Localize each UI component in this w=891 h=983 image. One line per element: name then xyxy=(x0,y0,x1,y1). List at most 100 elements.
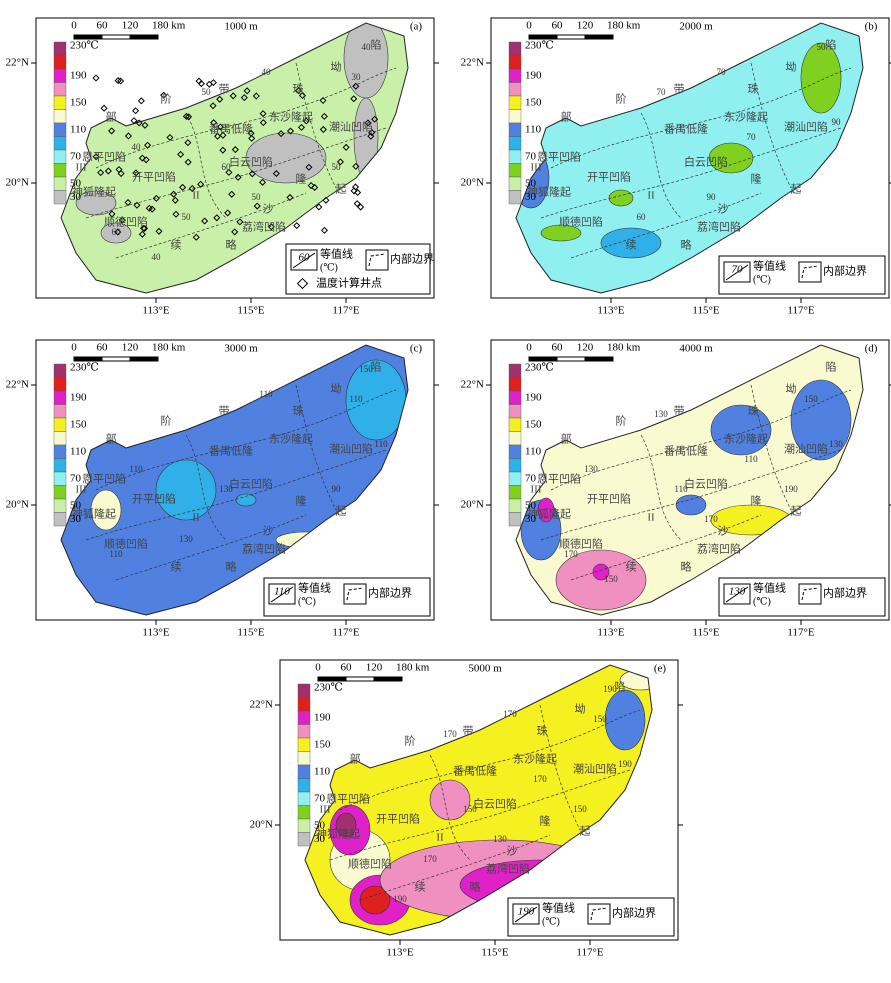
legend-swatch xyxy=(53,444,67,459)
boundary-sample-box xyxy=(798,583,822,605)
contour-label: 50 xyxy=(817,42,827,52)
well-marker xyxy=(209,102,217,110)
legend-label: 190 xyxy=(525,392,542,404)
region-label: 恩平凹陷 xyxy=(537,150,581,164)
region-label: 坳 xyxy=(575,702,586,716)
region-label: 珠 xyxy=(748,82,759,96)
well-marker xyxy=(248,134,256,142)
legend-label: 190 xyxy=(70,392,87,404)
well-marker xyxy=(92,153,100,161)
contour-label: 50 xyxy=(252,192,262,202)
region-label: 潮汕凹陷 xyxy=(784,442,828,456)
legend-swatch xyxy=(508,458,522,473)
scale-label: 180 km xyxy=(152,342,186,354)
region-label: 神狐隆起 xyxy=(527,507,571,521)
boundary-legend: 内部边界 xyxy=(390,252,434,266)
legend-swatch xyxy=(53,404,67,419)
legend-swatch xyxy=(53,163,67,178)
contour-label: 90 xyxy=(332,484,342,494)
internal-boundary xyxy=(295,62,337,189)
legend-label: 190 xyxy=(314,712,331,724)
internal-boundary xyxy=(85,449,387,541)
contour-label: 60 xyxy=(112,227,122,237)
legend-swatch xyxy=(508,404,522,419)
lat-label: 20°N xyxy=(250,819,273,831)
well-marker xyxy=(272,169,280,178)
legend-swatch xyxy=(53,55,67,70)
contour-unit: (℃) xyxy=(753,274,771,285)
region-label: 白云凹陷 xyxy=(684,155,728,169)
legend-swatch xyxy=(508,431,522,446)
contour-label: 110 xyxy=(109,549,123,559)
contour-label: 150 xyxy=(593,714,607,724)
well-marker xyxy=(140,224,149,232)
region-label: 白云凹陷 xyxy=(229,155,273,169)
legend-label: 70 xyxy=(525,473,537,485)
internal-boundary xyxy=(185,434,227,541)
region-label: 沙 xyxy=(263,203,274,216)
temperature-zone xyxy=(155,459,217,521)
contour-label: 50 xyxy=(332,162,342,172)
scale-segment xyxy=(129,356,159,362)
scale-label: 180 km xyxy=(396,662,430,674)
contour-label: 170 xyxy=(423,854,437,864)
region-label: 阶 xyxy=(161,414,172,428)
well-marker xyxy=(140,224,148,232)
contour-label: 130 xyxy=(654,409,668,419)
contour-sample-line xyxy=(725,264,749,281)
legend-swatch xyxy=(53,485,67,500)
contour-label: 110 xyxy=(259,389,273,399)
scale-segment xyxy=(345,676,375,682)
region-label: 开平凹陷 xyxy=(132,170,176,184)
legend-swatch xyxy=(297,778,311,793)
scale-label: 0 xyxy=(71,20,77,32)
legend-swatch xyxy=(508,512,522,527)
contour-unit: (℃) xyxy=(753,596,771,607)
well-marker xyxy=(228,190,236,198)
contour-label: 70 xyxy=(717,67,727,77)
well-marker xyxy=(108,127,116,135)
contour-unit: (℃) xyxy=(298,596,316,607)
legend-label: 230℃ xyxy=(314,682,343,694)
region-label: III xyxy=(76,484,87,496)
region-label: 顺德凹陷 xyxy=(104,537,148,551)
legend-swatch xyxy=(297,764,311,779)
region-label: 东沙隆起 xyxy=(269,110,313,124)
legend-label: 30 xyxy=(70,513,82,525)
internal-boundary xyxy=(115,514,307,581)
well-marker xyxy=(124,198,132,207)
basin-outline xyxy=(60,22,409,294)
contour-label: 90 xyxy=(832,117,842,127)
well-legend-marker xyxy=(296,277,309,290)
lat-label: 20°N xyxy=(6,499,29,511)
region-label: 陷 xyxy=(615,680,626,694)
well-marker xyxy=(108,210,116,218)
internal-boundary xyxy=(429,754,471,861)
well-marker xyxy=(197,180,205,188)
contour-sample-box xyxy=(268,583,296,605)
region-label: 部 xyxy=(106,432,117,446)
contour-label: 190 xyxy=(393,894,407,904)
legend-swatch xyxy=(508,109,522,124)
well-marker xyxy=(138,230,146,238)
depth-label: 5000 m xyxy=(468,663,502,675)
well-marker xyxy=(352,162,360,170)
well-marker xyxy=(216,95,224,103)
legend-swatch xyxy=(508,176,522,191)
legend-label: 230℃ xyxy=(70,362,99,374)
well-marker xyxy=(145,204,153,212)
well-marker xyxy=(305,163,313,171)
contour-sample: 190 xyxy=(518,906,535,918)
legend-swatch xyxy=(508,82,522,97)
legend-box xyxy=(285,243,431,295)
well-marker xyxy=(231,146,239,154)
boundary-sample-box xyxy=(365,249,389,271)
region-label: 珠 xyxy=(293,82,304,96)
well-marker xyxy=(152,194,160,202)
lon-label: 117°E xyxy=(332,627,359,639)
internal-boundary xyxy=(185,112,227,219)
well-marker xyxy=(298,91,306,100)
region-label: 顺德凹陷 xyxy=(104,215,148,229)
